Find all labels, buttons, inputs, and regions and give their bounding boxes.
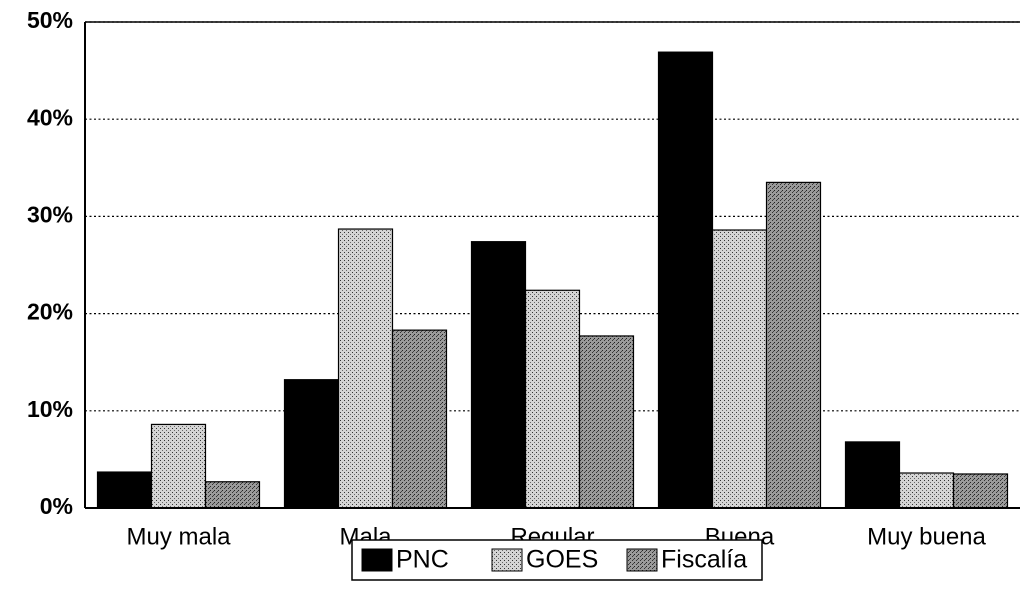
x-tick-label: Muy mala xyxy=(126,523,231,550)
legend-box xyxy=(351,539,763,581)
y-tick-label: 30% xyxy=(27,201,73,227)
bar xyxy=(952,473,1009,509)
bar xyxy=(204,481,261,509)
bar xyxy=(711,229,768,509)
y-tick-label: 40% xyxy=(27,104,73,130)
bar xyxy=(96,471,153,509)
bar xyxy=(283,379,340,509)
bar xyxy=(657,51,714,509)
bar xyxy=(898,472,955,509)
bar xyxy=(578,335,635,509)
x-tick-label: Muy buena xyxy=(867,523,986,550)
bar xyxy=(765,181,822,509)
bar xyxy=(470,241,527,509)
y-tick-label: 0% xyxy=(40,493,73,519)
legend-swatch xyxy=(491,548,523,572)
bar xyxy=(844,441,901,509)
y-tick-label: 20% xyxy=(27,299,73,325)
bar xyxy=(524,289,581,509)
legend-label: Fiscalía xyxy=(661,546,747,574)
legend-label: GOES xyxy=(526,546,598,574)
legend-label: PNC xyxy=(396,546,449,574)
y-tick-label: 50% xyxy=(27,7,73,33)
bar xyxy=(391,329,448,509)
bar xyxy=(150,423,207,509)
legend-swatch xyxy=(626,548,658,572)
y-tick-label: 10% xyxy=(27,396,73,422)
bar xyxy=(337,228,394,509)
legend-swatch xyxy=(361,548,393,572)
